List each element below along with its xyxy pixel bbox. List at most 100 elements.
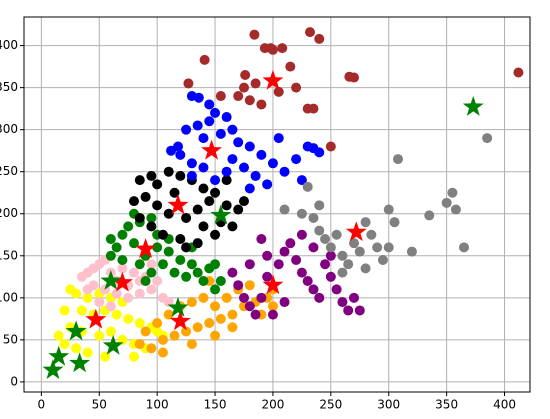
point bbox=[343, 305, 354, 316]
point bbox=[181, 326, 192, 337]
point bbox=[175, 254, 186, 265]
point bbox=[146, 259, 157, 270]
point bbox=[117, 254, 128, 265]
point bbox=[424, 210, 435, 221]
point bbox=[215, 276, 226, 287]
point bbox=[129, 196, 139, 207]
point bbox=[134, 339, 145, 350]
point bbox=[198, 183, 209, 194]
point bbox=[111, 309, 122, 320]
point bbox=[198, 292, 209, 303]
star-marker bbox=[262, 274, 284, 295]
point bbox=[302, 276, 313, 287]
point bbox=[181, 242, 192, 253]
point bbox=[146, 170, 157, 181]
point bbox=[296, 229, 307, 240]
point bbox=[175, 233, 186, 244]
star-marker bbox=[100, 270, 122, 290]
point bbox=[337, 297, 348, 308]
point bbox=[239, 292, 249, 303]
point bbox=[94, 330, 105, 341]
point bbox=[227, 309, 238, 320]
point bbox=[441, 197, 452, 208]
point bbox=[244, 259, 255, 270]
point bbox=[146, 212, 157, 223]
point bbox=[314, 147, 325, 158]
point bbox=[221, 200, 232, 211]
point bbox=[233, 91, 244, 102]
point bbox=[193, 92, 204, 103]
point bbox=[94, 297, 105, 308]
point bbox=[215, 128, 226, 139]
point bbox=[146, 284, 157, 295]
star-marker bbox=[65, 320, 87, 341]
point bbox=[157, 229, 168, 240]
star-marker bbox=[102, 334, 124, 355]
point bbox=[157, 259, 168, 270]
y-tick-label: 0 bbox=[10, 374, 18, 388]
point bbox=[305, 27, 315, 38]
star-marker bbox=[210, 204, 232, 225]
point bbox=[262, 250, 273, 261]
point bbox=[273, 86, 284, 97]
point bbox=[244, 280, 255, 291]
point bbox=[256, 99, 267, 110]
point bbox=[393, 154, 403, 165]
point bbox=[210, 301, 221, 312]
point bbox=[291, 82, 302, 93]
point bbox=[250, 309, 261, 320]
point bbox=[204, 116, 215, 127]
point bbox=[111, 288, 122, 299]
point bbox=[152, 200, 163, 211]
point bbox=[308, 242, 319, 253]
star-marker bbox=[201, 139, 222, 160]
point bbox=[163, 166, 174, 177]
star-marker bbox=[167, 296, 189, 317]
point bbox=[325, 242, 336, 253]
point bbox=[134, 288, 145, 299]
point bbox=[192, 204, 203, 215]
point bbox=[296, 175, 307, 186]
point bbox=[296, 208, 307, 219]
point bbox=[262, 179, 273, 190]
point bbox=[279, 166, 290, 177]
y-tick-label: 150 bbox=[0, 248, 18, 262]
point bbox=[53, 330, 64, 341]
star-marker bbox=[167, 194, 189, 215]
star-marker bbox=[345, 221, 367, 242]
point bbox=[279, 297, 290, 308]
x-tick-label: 250 bbox=[319, 398, 342, 412]
star-marker bbox=[69, 352, 90, 373]
point bbox=[308, 103, 319, 114]
x-tick-label: 100 bbox=[146, 398, 169, 412]
point bbox=[59, 305, 70, 316]
x-tick-label: 150 bbox=[204, 398, 227, 412]
point bbox=[140, 191, 151, 202]
point bbox=[123, 313, 134, 324]
point bbox=[308, 212, 319, 223]
point bbox=[175, 170, 186, 181]
point bbox=[210, 330, 221, 341]
point bbox=[279, 204, 290, 215]
point bbox=[134, 175, 145, 186]
point bbox=[285, 238, 296, 249]
point bbox=[233, 137, 244, 148]
point bbox=[111, 242, 122, 253]
point bbox=[117, 263, 128, 274]
point bbox=[157, 334, 168, 345]
point bbox=[349, 72, 359, 83]
point bbox=[244, 301, 255, 312]
point bbox=[210, 175, 221, 186]
point bbox=[198, 221, 209, 232]
point bbox=[215, 91, 226, 102]
point bbox=[267, 301, 278, 312]
point bbox=[273, 133, 284, 144]
point bbox=[239, 82, 249, 93]
point bbox=[129, 351, 139, 362]
point bbox=[450, 204, 461, 215]
y-tick-label: 250 bbox=[0, 164, 18, 178]
point bbox=[192, 267, 203, 278]
y-tick-label: 300 bbox=[0, 122, 18, 136]
point bbox=[204, 99, 215, 110]
